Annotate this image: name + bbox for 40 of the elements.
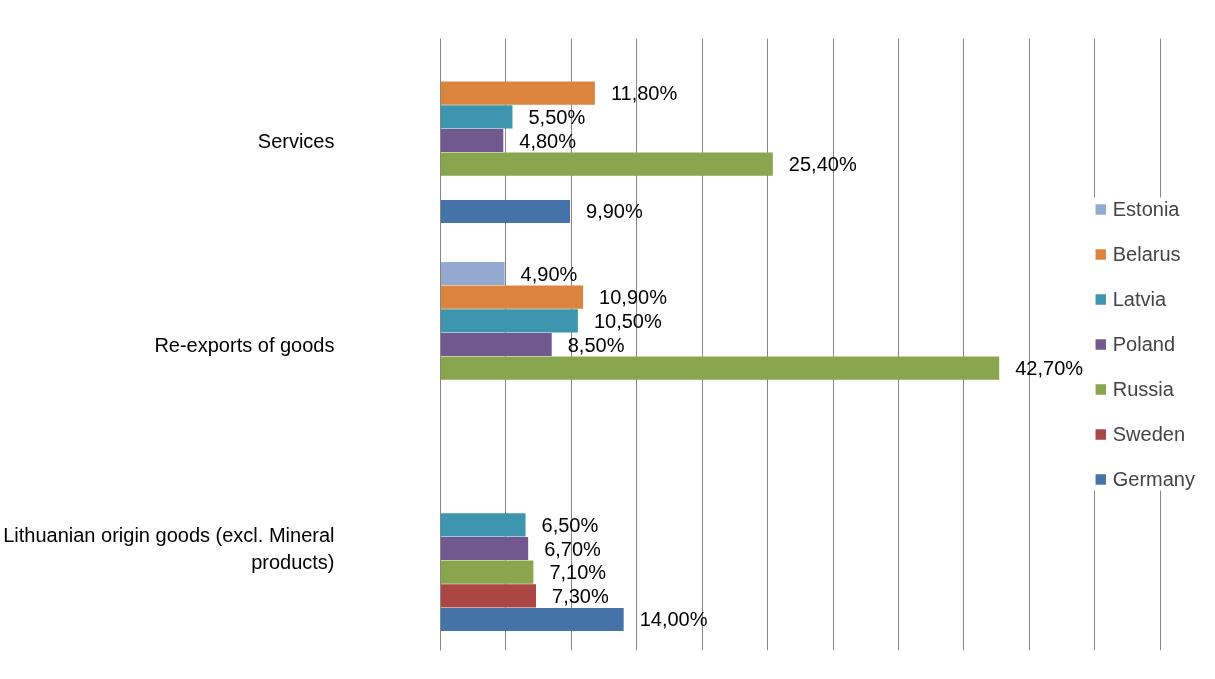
legend-label: Poland	[1112, 332, 1176, 356]
y-tick-label: Services	[257, 129, 335, 152]
bar	[440, 199, 571, 224]
legend-label: Estonia	[1112, 197, 1180, 221]
data-label: 4,90%	[520, 262, 578, 285]
legend-label: Russia	[1112, 377, 1174, 401]
y-tick-label: Re-exports of goods	[154, 333, 335, 356]
bar	[440, 285, 584, 309]
data-label: 7,10%	[549, 561, 607, 584]
bar	[440, 607, 624, 632]
data-label: 14,00%	[639, 608, 708, 631]
bar	[440, 356, 1000, 380]
data-label: 6,70%	[544, 537, 602, 560]
bar	[440, 261, 505, 286]
bar	[440, 128, 504, 153]
bar	[440, 536, 529, 561]
data-label: 8,50%	[567, 333, 625, 356]
data-label: 9,90%	[586, 200, 643, 223]
bar	[440, 332, 552, 357]
data-label: 7,30%	[552, 584, 609, 607]
legend-label: Belarus	[1112, 242, 1181, 266]
data-label: 4,80%	[519, 129, 577, 152]
bar	[440, 560, 534, 584]
bar	[440, 309, 578, 333]
legend-label: Sweden	[1112, 422, 1186, 446]
data-label: 42,70%	[1015, 357, 1084, 380]
data-label: 6,50%	[541, 513, 599, 536]
data-label: 25,40%	[788, 153, 857, 176]
y-tick-label: Lithuanian origin goods (excl. Mineral products)	[3, 524, 335, 573]
legend-label: Latvia	[1112, 287, 1167, 311]
bar	[440, 513, 526, 537]
data-label: 11,80%	[610, 82, 678, 105]
bar	[440, 152, 773, 176]
data-label: 10,90%	[599, 286, 668, 309]
data-label: 5,50%	[528, 105, 586, 128]
bar	[440, 584, 537, 608]
bar	[440, 81, 595, 105]
data-label: 10,50%	[593, 309, 662, 332]
bar	[440, 105, 513, 129]
legend-label: Germany	[1112, 467, 1195, 491]
